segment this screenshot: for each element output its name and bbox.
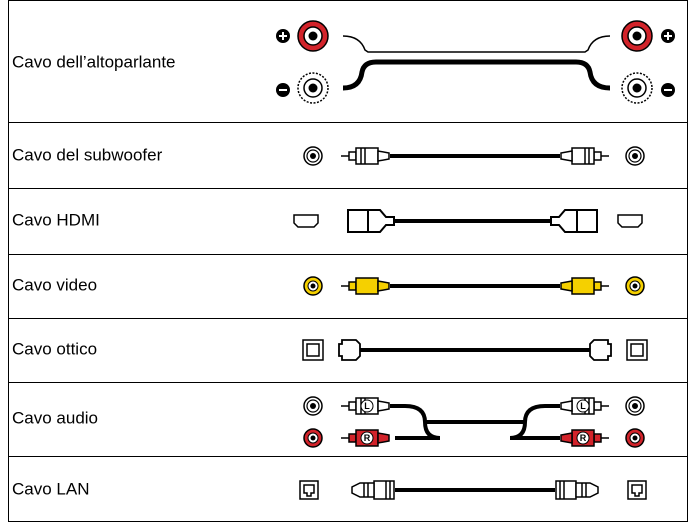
plug-label: L	[580, 401, 586, 411]
plug-label: L	[364, 401, 370, 411]
row-label: Cavo HDMI	[12, 210, 100, 229]
row-label: Cavo video	[12, 275, 97, 294]
row-label: Cavo LAN	[12, 479, 89, 498]
lan-cable-icon	[299, 480, 647, 500]
video-cable-icon	[303, 276, 645, 296]
row-label: Cavo dell’altoparlante	[12, 52, 176, 71]
table-grid	[8, 0, 688, 522]
plug-label: R	[364, 433, 371, 443]
row-label: Cavo audio	[12, 408, 98, 427]
speaker-cable-icon	[276, 20, 675, 104]
row-label: Cavo ottico	[12, 339, 97, 358]
optical-cable-icon	[302, 339, 648, 361]
hdmi-cable-icon	[293, 209, 643, 233]
audio-cable-icon: L R L R	[303, 396, 645, 448]
subwoofer-cable-icon	[303, 146, 645, 166]
plug-label: R	[580, 433, 587, 443]
row-label: Cavo del subwoofer	[12, 145, 163, 164]
